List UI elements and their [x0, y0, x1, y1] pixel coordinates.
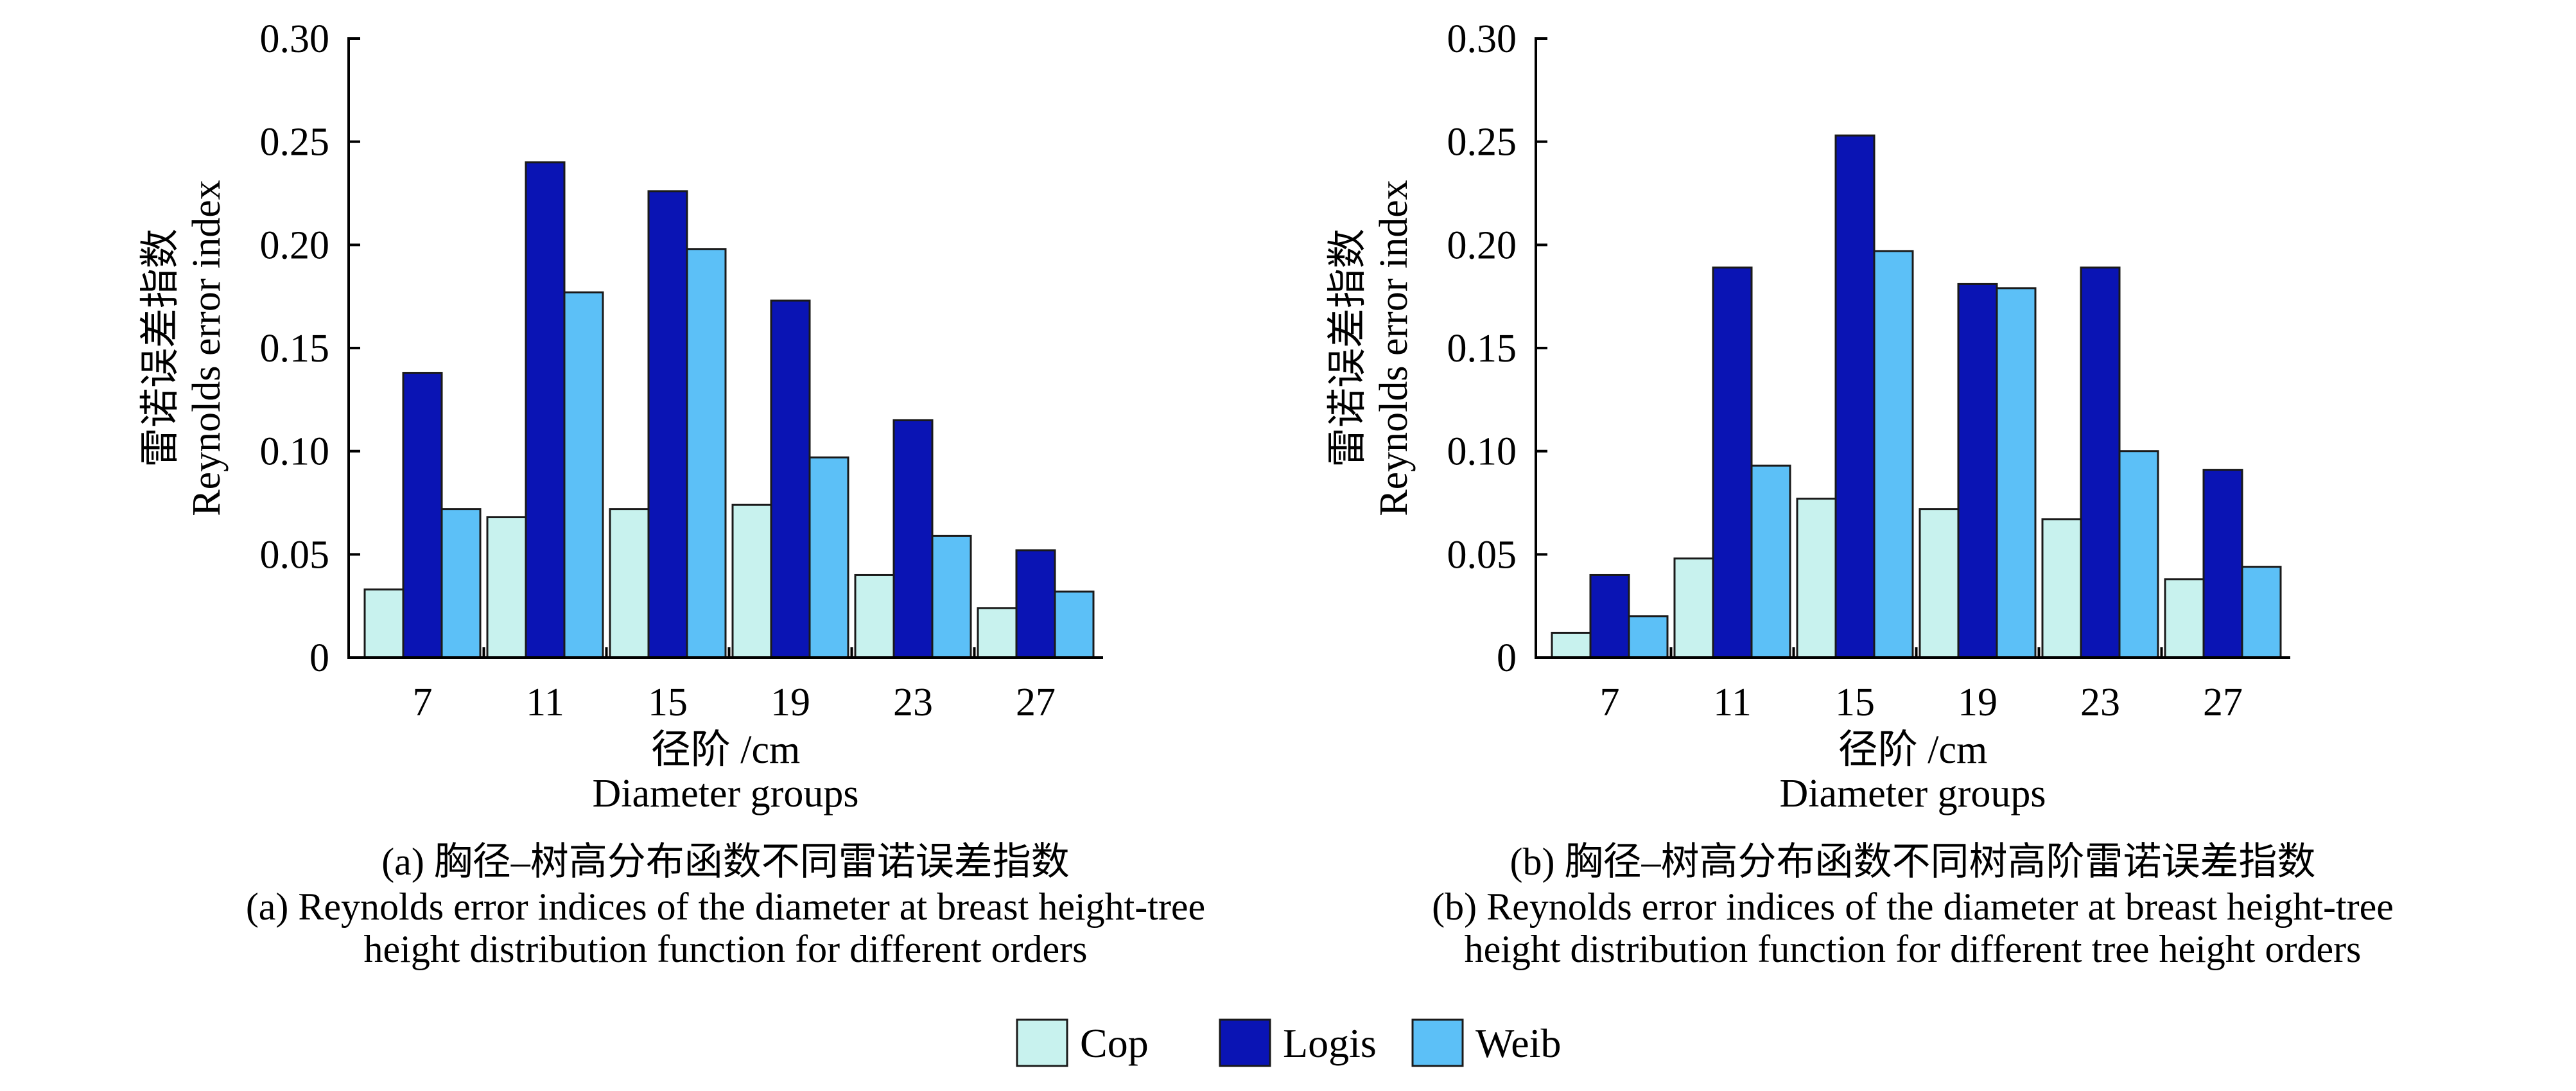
y-tick-label: 0.15	[260, 327, 330, 371]
bar-logis-7	[1589, 573, 1630, 659]
bar-cop-19	[1919, 508, 1960, 659]
y-tick-label: 0.20	[1447, 223, 1517, 267]
bar-logis-11	[1712, 266, 1753, 659]
x-tick-label: 27	[1016, 681, 1056, 724]
bar-cop-15	[1796, 498, 1837, 659]
x-axis-title-en: Diameter groups	[1780, 772, 2046, 816]
bar-weib-15	[686, 248, 727, 659]
y-tick-label: 0.25	[1447, 121, 1517, 164]
bar-logis-15	[647, 190, 688, 659]
x-tick-label: 11	[526, 681, 564, 724]
y-axis-title-cn: 雷诺误差指数	[139, 229, 182, 467]
bar-cop-27	[977, 607, 1018, 659]
chart-panel-a: 0 0.05 0.10 0.15 0.20 0.25 0.30 7 11 15 19 23 27 雷诺误差…	[139, 17, 1205, 970]
bar-weib-23	[931, 534, 972, 659]
bar-logis-7	[402, 372, 443, 659]
legend-swatch-weib	[1411, 1018, 1464, 1067]
caption-cn: (a) 胸径–树高分布函数不同雷诺误差指数	[381, 841, 1070, 883]
chart-panel-b: 0 0.05 0.10 0.15 0.20 0.25 0.30 7 11 15 19 23 27 雷诺误差…	[1326, 17, 2394, 970]
bar-logis-19	[770, 299, 811, 659]
bar-cop-23	[2041, 518, 2082, 659]
bar-weib-19	[1996, 287, 2037, 659]
bar-cop-7	[363, 588, 405, 659]
bar-cop-11	[486, 516, 527, 659]
bar-weib-27	[1054, 590, 1095, 659]
y-tick-label: 0.15	[1447, 327, 1517, 371]
x-tick-label: 7	[1600, 681, 1620, 724]
legend-swatch-cop	[1016, 1018, 1068, 1067]
y-axis-title-en: Reynolds error index	[185, 180, 229, 516]
x-tick-label: 19	[770, 681, 810, 724]
legend: Cop Logis Weib	[1016, 1018, 1561, 1067]
caption-en-line2: height distribution function for differe…	[364, 928, 1088, 970]
legend-label-logis: Logis	[1283, 1020, 1377, 1066]
x-tick-label: 19	[1958, 681, 1997, 724]
caption-en-line2: height distribution function for differe…	[1465, 928, 2362, 970]
caption-cn: (b) 胸径–树高分布函数不同树高阶雷诺误差指数	[1510, 841, 2316, 883]
bar-cop-7	[1551, 631, 1592, 659]
x-axis-title-cn: 径阶 /cm	[651, 728, 800, 772]
y-tick-label: 0.10	[260, 430, 330, 474]
x-axis-title-en: Diameter groups	[593, 772, 859, 816]
legend-label-weib: Weib	[1475, 1020, 1561, 1066]
bar-weib-11	[1750, 464, 1791, 659]
x-tick-label: 15	[648, 681, 688, 724]
bar-logis-15	[1834, 134, 1875, 659]
caption-en-line1: (b) Reynolds error indices of the diamet…	[1432, 886, 2394, 928]
bar-logis-23	[2080, 266, 2121, 659]
bar-logis-23	[892, 419, 934, 659]
bar-logis-11	[525, 161, 566, 659]
y-tick-label: 0.20	[260, 223, 330, 267]
y-tick-label: 0.30	[260, 17, 330, 61]
bar-logis-27	[2202, 469, 2243, 659]
x-tick-label: 27	[2203, 681, 2243, 724]
bar-cop-19	[731, 503, 772, 659]
y-tick-label: 0.05	[1447, 533, 1517, 577]
x-tick-label: 15	[1835, 681, 1875, 724]
legend-label-cop: Cop	[1080, 1020, 1149, 1066]
bar-cop-27	[2164, 578, 2205, 659]
y-axis-title-en: Reynolds error index	[1372, 180, 1416, 516]
bar-cop-15	[609, 508, 650, 659]
y-tick-label: 0.30	[1447, 17, 1517, 61]
x-axis-title-cn: 径阶 /cm	[1838, 728, 1987, 772]
y-tick-label: 0.25	[260, 121, 330, 164]
y-tick-label: 0	[309, 636, 329, 680]
bar-weib-23	[2118, 450, 2159, 659]
y-axis-title-cn: 雷诺误差指数	[1326, 229, 1370, 467]
y-tick-label: 0	[1497, 636, 1517, 680]
x-tick-label: 23	[893, 681, 933, 724]
bar-weib-7	[1628, 615, 1669, 659]
bar-weib-11	[563, 291, 604, 659]
bar-weib-27	[2241, 566, 2282, 659]
x-tick-label: 11	[1713, 681, 1752, 724]
y-tick-label: 0.10	[1447, 430, 1517, 474]
bar-weib-19	[808, 456, 849, 659]
bar-logis-19	[1957, 283, 1998, 659]
bar-cop-11	[1673, 557, 1714, 659]
bar-logis-27	[1015, 549, 1056, 659]
x-tick-label: 7	[413, 681, 433, 724]
x-tick-label: 23	[2080, 681, 2120, 724]
bar-weib-15	[1873, 250, 1914, 659]
y-tick-label: 0.05	[260, 533, 330, 577]
caption-en-line1: (a) Reynolds error indices of the diamet…	[246, 886, 1205, 928]
legend-swatch-logis	[1219, 1018, 1271, 1067]
bar-weib-7	[440, 508, 482, 659]
bar-cop-23	[854, 573, 895, 659]
